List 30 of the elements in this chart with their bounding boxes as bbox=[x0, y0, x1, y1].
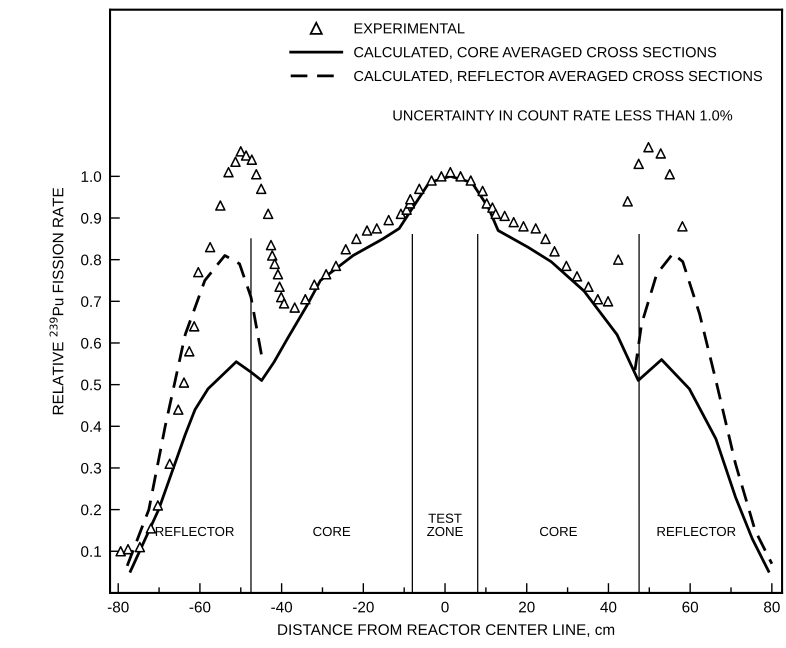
x-tick-label: 40 bbox=[600, 602, 616, 612]
x-tick-label: -80 bbox=[108, 602, 129, 612]
y-tick-label: 0.9 bbox=[81, 212, 101, 224]
y-tick-label: 0.3 bbox=[81, 462, 102, 474]
legend-label: CALCULATED, CORE AVERAGED CROSS SECTIONS bbox=[354, 47, 716, 60]
x-axis-title: DISTANCE FROM REACTOR CENTER LINE, cm bbox=[278, 624, 614, 637]
x-tick-label: -20 bbox=[352, 602, 374, 612]
x-tick-label: 60 bbox=[682, 602, 698, 612]
y-tick-label: 0.4 bbox=[81, 421, 102, 432]
y-tick-label: 0.7 bbox=[81, 296, 101, 308]
x-tick-label: 80 bbox=[764, 602, 780, 612]
y-tick-label: 0.6 bbox=[81, 338, 102, 349]
annotation: TEST ZONE bbox=[427, 514, 463, 536]
x-tick-label: 20 bbox=[519, 602, 535, 612]
y-tick-label: 0.2 bbox=[81, 504, 101, 516]
annotation: CORE bbox=[540, 526, 577, 536]
y-tick-label: 0.1 bbox=[81, 546, 101, 557]
legend-label: EXPERIMENTAL bbox=[354, 23, 465, 34]
x-tick-label: -60 bbox=[190, 602, 210, 612]
annotation: REFLECTOR bbox=[658, 526, 736, 536]
y-tick-label: 0.8 bbox=[81, 254, 102, 266]
annotation: REFLECTOR bbox=[156, 526, 234, 536]
x-tick-label: -40 bbox=[271, 602, 292, 612]
y-axis-title: RELATIVE $^{239}$Pu FISSION RATE bbox=[50, 188, 64, 414]
x-tick-label: 0 bbox=[441, 602, 449, 612]
y-tick-label: 0.5 bbox=[81, 380, 102, 390]
annotation: UNCERTAINTY IN COUNT RATE LESS THAN 1.0% bbox=[393, 110, 732, 121]
y-tick-label: 1.0 bbox=[82, 171, 102, 182]
legend-label: CALCULATED, REFLECTOR AVERAGED CROSS SECTIONS bbox=[354, 70, 762, 83]
annotation: CORE bbox=[313, 526, 350, 536]
